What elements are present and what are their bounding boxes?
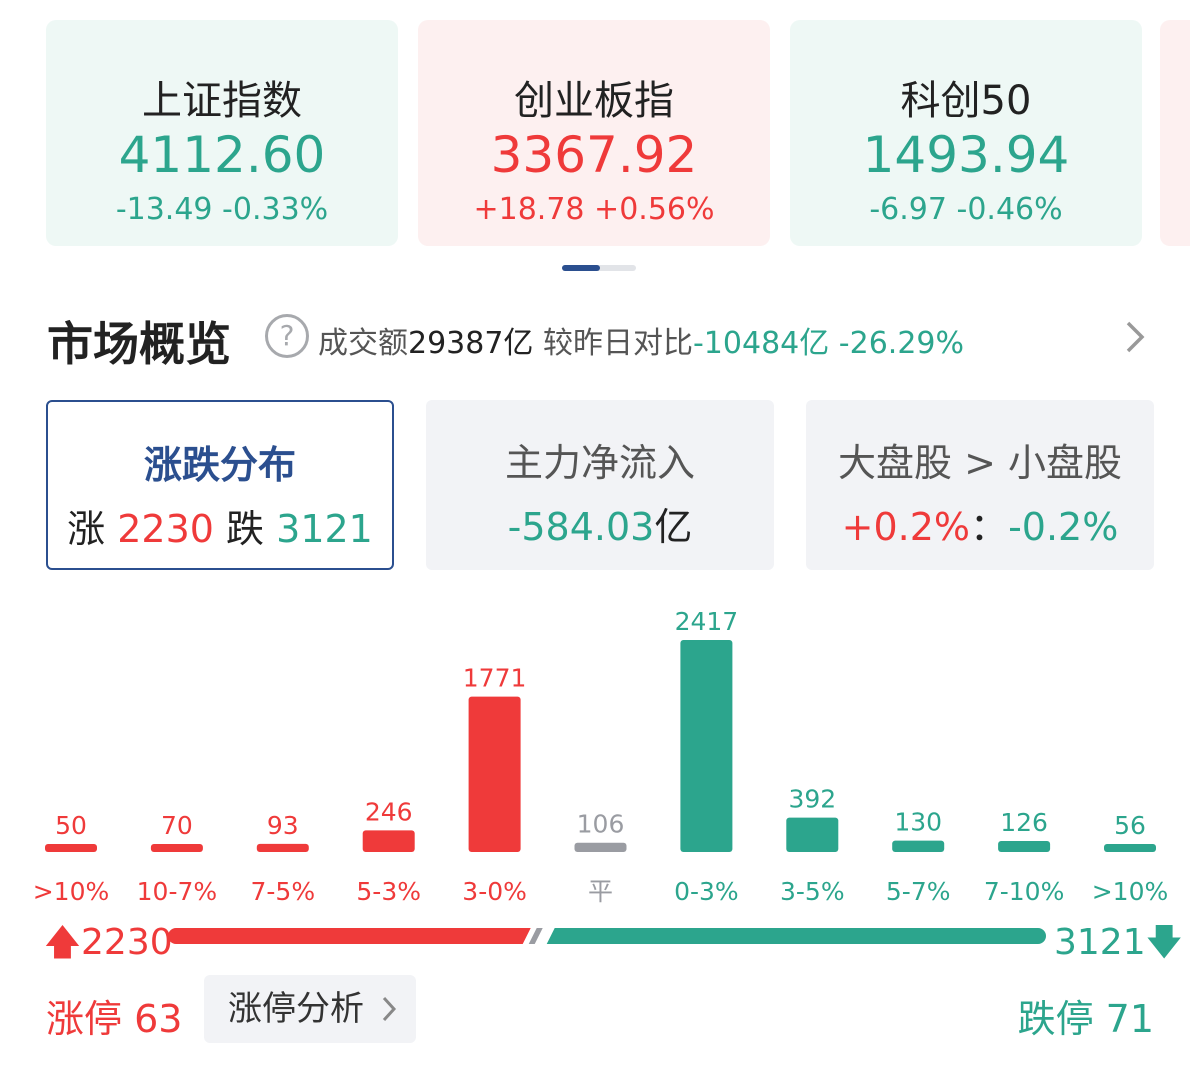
tab-title: 涨跌分布 <box>143 443 296 487</box>
index-change: +18.78 +0.56% <box>473 192 715 227</box>
question-circle-icon[interactable]: ? <box>265 314 309 358</box>
bar-value-label: 56 <box>1114 811 1146 840</box>
tab-distribution[interactable]: 涨跌分布 涨 2230 跌 3121 <box>46 400 394 570</box>
bar-category-label: >10% <box>1092 877 1169 906</box>
bar-value-label: 392 <box>788 785 836 814</box>
bar-1 <box>150 844 203 852</box>
up-label: 涨 <box>67 507 106 551</box>
bar-category-label: 平 <box>588 877 613 906</box>
bar-9 <box>998 840 1051 852</box>
bar-category-label: 3-5% <box>780 877 845 906</box>
up-value: 2230 <box>117 507 214 551</box>
big-cap-value: +0.2% <box>841 505 971 549</box>
chevron-right-icon[interactable] <box>1120 320 1150 354</box>
net-flow-value: -584.03 <box>507 505 655 549</box>
small-cap-value: -0.2% <box>1008 505 1119 549</box>
bar-value-label: 93 <box>267 811 299 840</box>
bar-value-label: 126 <box>1000 808 1048 837</box>
analysis-button-label: 涨停分析 <box>228 989 364 1029</box>
tab-value: -584.03亿 <box>426 496 774 551</box>
index-name: 科创50 <box>900 78 1032 124</box>
limit-up-analysis-button[interactable]: 涨停分析 <box>204 975 416 1043</box>
down-total-value: 3121 <box>1054 922 1146 963</box>
index-card-next-partial[interactable] <box>1160 20 1190 246</box>
bar-4 <box>468 696 521 852</box>
ratio-separator: ： <box>970 505 1009 549</box>
ratio-up-segment <box>168 928 531 944</box>
bar-category-label: >10% <box>33 877 110 906</box>
bar-category-label: 5-3% <box>356 877 421 906</box>
bar-8 <box>892 840 945 852</box>
bar-category-label: 7-10% <box>984 877 1065 906</box>
compare-value: -10484亿 <box>692 326 830 361</box>
index-change: -6.97 -0.46% <box>869 192 1063 227</box>
chevron-right-icon <box>382 996 397 1022</box>
bar-5 <box>574 842 627 852</box>
bar-value-label: 246 <box>365 797 413 826</box>
bar-category-label: 7-5% <box>251 877 316 906</box>
down-value: 3121 <box>276 507 373 551</box>
bar-2 <box>256 843 309 852</box>
bar-category-label: 10-7% <box>137 877 218 906</box>
tab-cap-compare[interactable]: 大盘股 > 小盘股 +0.2%：-0.2% <box>806 400 1154 570</box>
tab-value: +0.2%：-0.2% <box>806 496 1154 551</box>
index-card-chinext[interactable]: 创业板指 3367.92 +18.78 +0.56% <box>418 20 770 246</box>
bar-category-label: 3-0% <box>462 877 527 906</box>
bar-10 <box>1104 844 1156 852</box>
tab-title: 大盘股 > 小盘股 <box>838 441 1122 485</box>
turnover-summary: 成交额29387亿 较昨日对比-10484亿 -26.29% <box>318 318 964 362</box>
index-name: 上证指数 <box>142 78 302 124</box>
compare-pct: -26.29% <box>838 326 965 361</box>
bar-7 <box>786 817 839 852</box>
net-flow-unit: 亿 <box>654 505 693 549</box>
up-total: 🡅2230 <box>44 916 173 977</box>
ratio-down-segment <box>546 928 1046 944</box>
limit-up-count: 涨停 63 <box>46 997 183 1041</box>
bar-value-label: 106 <box>577 810 625 839</box>
tab-title: 主力净流入 <box>504 441 695 485</box>
carousel-pager-active <box>562 265 600 271</box>
index-price: 4112.60 <box>118 126 326 184</box>
index-price: 3367.92 <box>490 126 698 184</box>
down-label: 跌 <box>226 507 265 551</box>
index-card-star50[interactable]: 科创50 1493.94 -6.97 -0.46% <box>790 20 1142 246</box>
section-title: 市场概览 <box>47 317 231 371</box>
index-card-sse[interactable]: 上证指数 4112.60 -13.49 -0.33% <box>46 20 398 246</box>
up-down-ratio-bar <box>168 928 1046 944</box>
carousel-pager <box>562 265 636 271</box>
bar-value-label: 130 <box>894 808 942 837</box>
limit-down-count: 跌停 71 <box>1017 997 1154 1041</box>
index-change: -13.49 -0.33% <box>115 192 329 227</box>
bar-value-label: 1771 <box>463 664 527 693</box>
down-arrow-icon: 🡇 <box>1145 922 1183 963</box>
bar-value-label: 70 <box>161 811 193 840</box>
tab-value: 涨 2230 跌 3121 <box>48 498 392 553</box>
tab-net-flow[interactable]: 主力净流入 -584.03亿 <box>426 400 774 570</box>
up-total-value: 2230 <box>81 922 173 963</box>
bar-6 <box>680 640 733 852</box>
bar-value-label: 2417 <box>675 607 739 636</box>
bar-category-label: 5-7% <box>886 877 951 906</box>
bar-3 <box>362 830 415 852</box>
turnover-label: 成交额 <box>318 326 408 361</box>
down-total: 3121🡇 <box>1054 916 1183 977</box>
index-name: 创业板指 <box>514 78 674 124</box>
bar-0 <box>45 844 97 852</box>
compare-label: 较昨日对比 <box>542 326 693 361</box>
distribution-chart: 50 >10% 70 10-7% 93 7-5% 246 5-3% 1771 3-0% 106 平 24… <box>33 607 1169 906</box>
index-price: 1493.94 <box>862 126 1070 184</box>
bar-category-label: 0-3% <box>674 877 739 906</box>
bar-value-label: 50 <box>55 811 87 840</box>
up-arrow-icon: 🡅 <box>44 922 82 963</box>
turnover-value: 29387亿 <box>408 326 534 361</box>
ratio-flat-segment <box>528 928 543 944</box>
